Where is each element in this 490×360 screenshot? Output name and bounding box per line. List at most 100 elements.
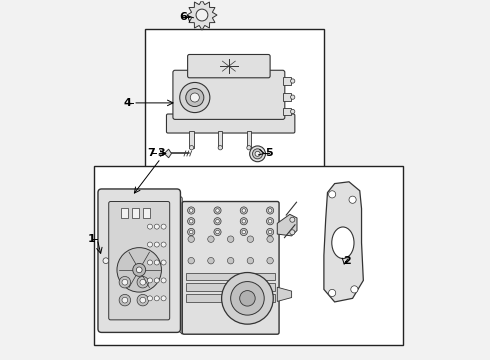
- Circle shape: [122, 297, 128, 303]
- Polygon shape: [277, 214, 297, 236]
- Text: 4: 4: [123, 98, 131, 108]
- Circle shape: [188, 228, 195, 235]
- Bar: [186, 294, 275, 302]
- FancyBboxPatch shape: [188, 54, 270, 78]
- Text: 2: 2: [343, 256, 351, 266]
- Circle shape: [227, 236, 234, 242]
- Bar: [132, 208, 139, 218]
- Circle shape: [349, 196, 356, 203]
- Circle shape: [137, 294, 148, 306]
- Circle shape: [161, 242, 166, 247]
- Circle shape: [267, 218, 274, 225]
- Circle shape: [240, 291, 255, 306]
- Circle shape: [221, 273, 273, 324]
- Text: 6: 6: [179, 12, 187, 22]
- Circle shape: [267, 236, 273, 242]
- Bar: [122, 208, 128, 218]
- Circle shape: [188, 236, 195, 242]
- Circle shape: [154, 224, 159, 229]
- Ellipse shape: [332, 227, 354, 258]
- Circle shape: [147, 278, 152, 283]
- Circle shape: [240, 207, 247, 214]
- Circle shape: [180, 82, 210, 113]
- Circle shape: [147, 296, 152, 301]
- Circle shape: [161, 296, 166, 301]
- Circle shape: [252, 149, 263, 159]
- Circle shape: [137, 276, 148, 288]
- Text: 1: 1: [88, 234, 96, 244]
- Circle shape: [188, 257, 195, 264]
- Circle shape: [240, 218, 247, 225]
- Circle shape: [140, 279, 146, 285]
- Circle shape: [147, 260, 152, 265]
- Circle shape: [190, 93, 199, 102]
- Circle shape: [154, 278, 159, 283]
- Circle shape: [216, 209, 220, 212]
- Circle shape: [190, 230, 193, 234]
- Circle shape: [140, 297, 146, 303]
- Circle shape: [267, 257, 273, 264]
- FancyBboxPatch shape: [173, 70, 285, 120]
- Circle shape: [208, 257, 214, 264]
- Circle shape: [136, 267, 142, 273]
- Bar: [283, 93, 291, 101]
- Circle shape: [208, 236, 214, 242]
- Circle shape: [216, 230, 220, 234]
- Circle shape: [190, 209, 193, 212]
- Circle shape: [231, 282, 264, 315]
- PathPatch shape: [324, 182, 364, 302]
- Circle shape: [147, 224, 152, 229]
- Text: 5: 5: [266, 148, 273, 158]
- Circle shape: [329, 191, 336, 198]
- Bar: [283, 77, 291, 85]
- Circle shape: [122, 279, 128, 285]
- Circle shape: [240, 228, 247, 235]
- Circle shape: [117, 248, 161, 292]
- Circle shape: [291, 109, 295, 114]
- Circle shape: [218, 145, 222, 150]
- Circle shape: [247, 145, 251, 150]
- Bar: [190, 131, 194, 148]
- Bar: [283, 108, 291, 116]
- Circle shape: [269, 209, 272, 212]
- Circle shape: [154, 296, 159, 301]
- Circle shape: [190, 220, 193, 223]
- Circle shape: [133, 264, 146, 276]
- Circle shape: [290, 217, 295, 222]
- Bar: [218, 131, 222, 148]
- Circle shape: [227, 257, 234, 264]
- Circle shape: [267, 207, 274, 214]
- Circle shape: [188, 207, 195, 214]
- Bar: [247, 131, 251, 148]
- Polygon shape: [164, 149, 171, 158]
- Circle shape: [247, 257, 254, 264]
- Polygon shape: [277, 287, 292, 301]
- Bar: [95, 166, 403, 345]
- Circle shape: [255, 151, 260, 156]
- Circle shape: [291, 95, 295, 99]
- FancyBboxPatch shape: [182, 202, 279, 334]
- Polygon shape: [177, 193, 182, 334]
- Circle shape: [214, 207, 221, 214]
- Circle shape: [242, 220, 245, 223]
- Circle shape: [161, 224, 166, 229]
- Circle shape: [216, 220, 220, 223]
- Circle shape: [242, 230, 245, 234]
- Bar: [145, 30, 324, 173]
- Circle shape: [186, 89, 204, 107]
- Circle shape: [290, 230, 295, 235]
- Circle shape: [188, 218, 195, 225]
- Circle shape: [291, 79, 295, 83]
- FancyBboxPatch shape: [98, 189, 180, 332]
- Text: 7: 7: [147, 148, 154, 158]
- Circle shape: [161, 260, 166, 265]
- Circle shape: [247, 236, 254, 242]
- Polygon shape: [187, 0, 217, 30]
- Circle shape: [119, 276, 131, 288]
- Circle shape: [250, 146, 266, 162]
- Circle shape: [269, 230, 272, 234]
- Bar: [143, 208, 150, 218]
- Circle shape: [119, 294, 131, 306]
- Circle shape: [190, 145, 194, 150]
- FancyBboxPatch shape: [167, 114, 295, 133]
